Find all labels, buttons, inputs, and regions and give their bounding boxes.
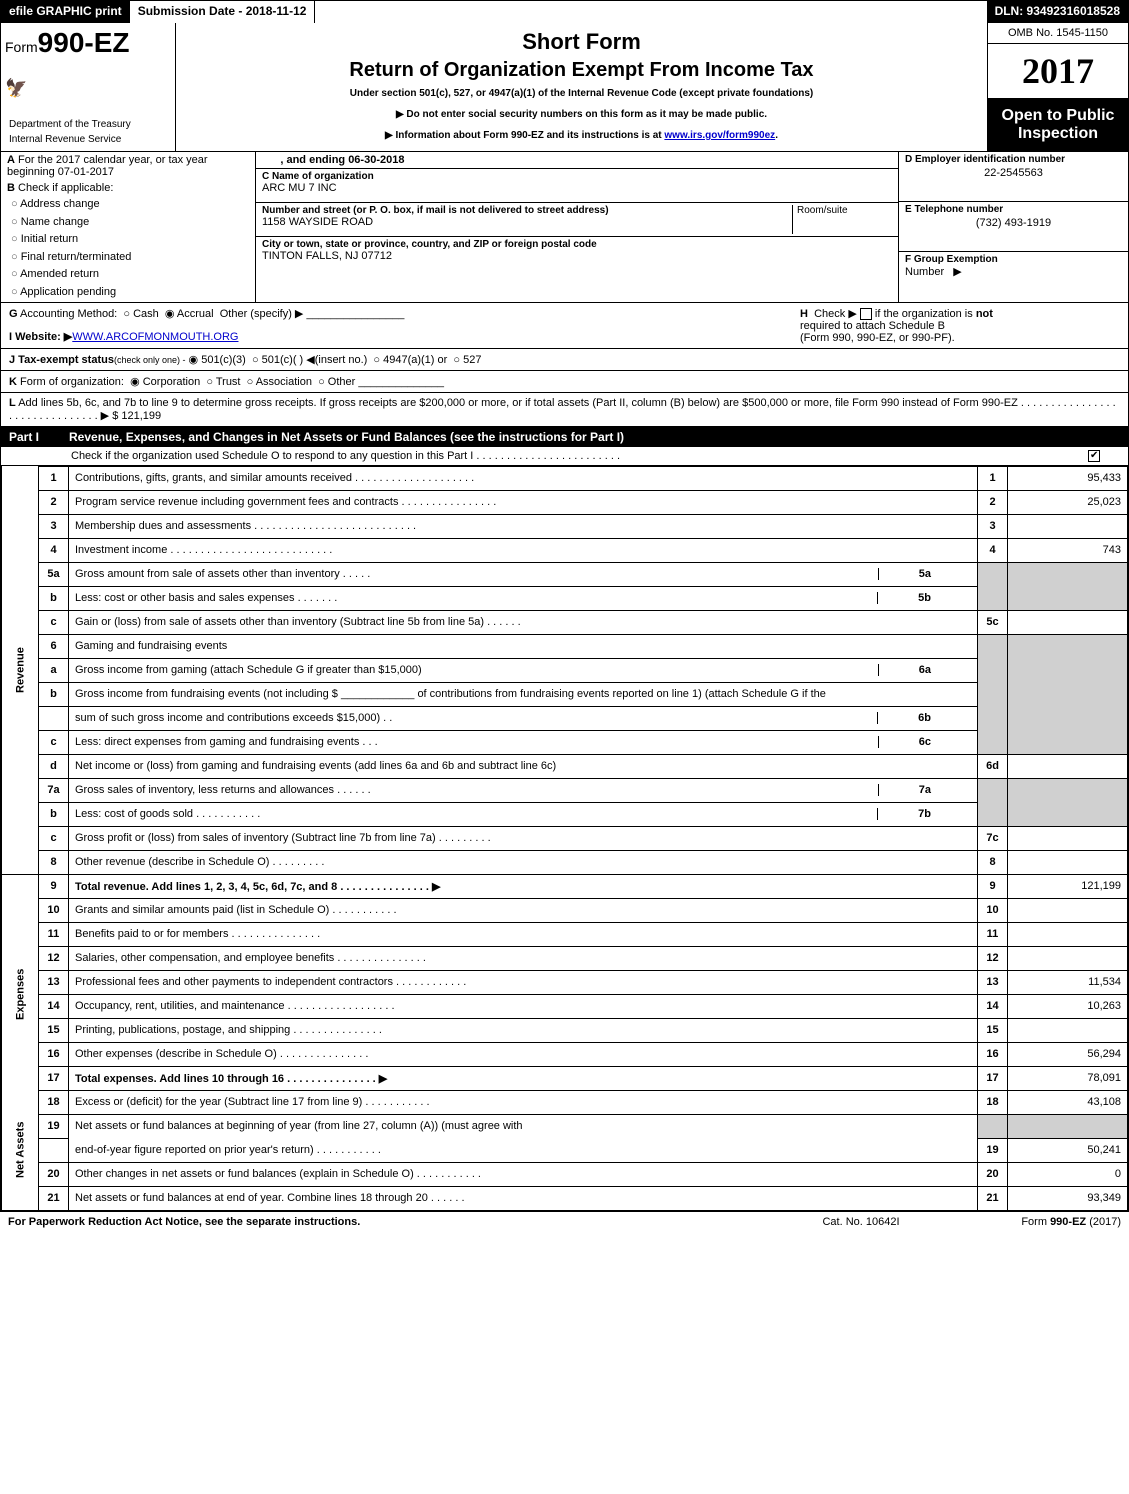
chk-initial-return[interactable]: Initial return [11,231,255,249]
opt-trust[interactable]: Trust [216,376,241,388]
revenue-label: Revenue [2,466,39,874]
street-address: 1158 WAYSIDE ROAD [262,216,792,228]
subtitle: Under section 501(c), 527, or 4947(a)(1)… [186,88,977,99]
opt-501c[interactable]: 501(c)( ) ◀(insert no.) [262,354,368,366]
opt-corporation[interactable]: Corporation [143,376,200,388]
section-k: K Form of organization: ◉ Corporation ○ … [1,371,1128,393]
line-4-amt: 743 [1008,538,1128,562]
line-2-amt: 25,023 [1008,490,1128,514]
header-left: Form990-EZ 🦅 Department of the Treasury … [1,23,176,151]
section-g-h: G Accounting Method: ○ Cash ◉ Accrual Ot… [1,303,1128,349]
opt-accrual[interactable]: Accrual [177,308,214,320]
cat-number: Cat. No. 10642I [761,1216,961,1228]
form-number: 990-EZ [38,27,130,58]
opt-4947[interactable]: 4947(a)(1) or [383,354,447,366]
org-name: ARC MU 7 INC [262,182,892,194]
omb-number: OMB No. 1545-1150 [988,23,1128,44]
line-18-amt: 43,108 [1008,1090,1128,1114]
net-assets-label: Net Assets [2,1090,39,1210]
opt-cash[interactable]: Cash [133,308,159,320]
line-16-amt: 56,294 [1008,1042,1128,1066]
footer: For Paperwork Reduction Act Notice, see … [0,1212,1129,1232]
line-1-desc: Contributions, gifts, grants, and simila… [69,466,978,490]
chk-application-pending[interactable]: Application pending [11,284,255,302]
line-9-amt: 121,199 [1008,874,1128,898]
line-1-amt: 95,433 [1008,466,1128,490]
header-right: OMB No. 1545-1150 2017 Open to Public In… [988,23,1128,151]
checkbox-list: Address change Name change Initial retur… [1,196,255,302]
section-l: L Add lines 5b, 6c, and 7b to line 9 to … [1,393,1128,427]
irs-link[interactable]: www.irs.gov/form990ez [664,130,775,141]
form-ref: Form 990-EZ (2017) [961,1216,1121,1228]
financial-table: Revenue 1Contributions, gifts, grants, a… [1,466,1128,1211]
short-form-title: Short Form [186,29,977,55]
directive-1: ▶ Do not enter social security numbers o… [186,109,977,120]
chk-amended-return[interactable]: Amended return [11,266,255,284]
chk-final-return[interactable]: Final return/terminated [11,249,255,267]
line-14-amt: 10,263 [1008,994,1128,1018]
section-g: G Accounting Method: ○ Cash ◉ Accrual Ot… [9,307,800,344]
open-to-public: Open to Public Inspection [988,99,1128,151]
line-17-amt: 78,091 [1008,1066,1128,1090]
line-20-amt: 0 [1008,1162,1128,1186]
part-1-header: Part I Revenue, Expenses, and Changes in… [1,427,1128,447]
efile-label: efile GRAPHIC print [1,1,130,23]
opt-527[interactable]: 527 [463,354,481,366]
telephone: (732) 493-1919 [905,215,1122,229]
irs: Internal Revenue Service [5,132,171,147]
city-row: City or town, state or province, country… [256,237,898,271]
form-prefix: Form [5,39,38,55]
section-c: pad, and ending 06-30-2018 C Name of org… [256,152,898,302]
section-d: D Employer identification number 22-2545… [899,152,1128,202]
eagle-icon: 🦅 [5,78,171,99]
submission-date: Submission Date - 2018-11-12 [130,1,316,23]
section-d-e-f: D Employer identification number 22-2545… [898,152,1128,302]
header: Form990-EZ 🦅 Department of the Treasury … [1,23,1128,152]
line-21-amt: 93,349 [1008,1186,1128,1210]
city-state-zip: TINTON FALLS, NJ 07712 [262,250,892,262]
form-container: efile GRAPHIC print Submission Date - 20… [0,0,1129,1212]
chk-schedule-b[interactable] [860,308,872,320]
main-title: Return of Organization Exempt From Incom… [186,59,977,82]
dept-treasury: Department of the Treasury [5,117,171,132]
footer-notice: For Paperwork Reduction Act Notice, see … [8,1216,761,1228]
ein: 22-2545563 [905,165,1122,179]
section-e: E Telephone number (732) 493-1919 [899,202,1128,252]
section-a-through-f: A For the 2017 calendar year, or tax yea… [1,152,1128,303]
line-a: A For the 2017 calendar year, or tax yea… [1,152,255,180]
header-mid: Short Form Return of Organization Exempt… [176,23,988,151]
street-row: Number and street (or P. O. box, if mail… [256,203,898,237]
section-j: J Tax-exempt status(check only one) - ◉ … [1,349,1128,371]
part-1-title: Revenue, Expenses, and Changes in Net As… [69,430,1120,444]
line-19-amt: 50,241 [1008,1138,1128,1162]
section-f: F Group Exemption Number ▶ [899,252,1128,301]
opt-other[interactable]: Other (specify) ▶ [220,308,304,320]
section-a-b: A For the 2017 calendar year, or tax yea… [1,152,256,302]
expenses-label: Expenses [2,898,39,1090]
dln: DLN: 93492316018528 [987,1,1128,23]
opt-association[interactable]: Association [256,376,312,388]
part-1-note: Check if the organization used Schedule … [1,447,1128,466]
chk-name-change[interactable]: Name change [11,214,255,232]
section-i: I Website: ▶WWW.ARCOFMONMOUTH.ORG [9,330,800,343]
section-h: H Check ▶ if the organization is not req… [800,307,1120,344]
chk-address-change[interactable]: Address change [11,196,255,214]
tax-year: 2017 [988,44,1128,99]
opt-other-org[interactable]: Other [328,376,356,388]
top-bar: efile GRAPHIC print Submission Date - 20… [1,1,1128,23]
org-name-row: C Name of organization ARC MU 7 INC [256,169,898,203]
website-link[interactable]: WWW.ARCOFMONMOUTH.ORG [72,331,238,343]
line-13-amt: 11,534 [1008,970,1128,994]
room-suite: Room/suite [792,205,892,234]
directive-2: ▶ Information about Form 990-EZ and its … [186,130,977,141]
chk-schedule-o[interactable] [1088,450,1100,462]
line-a-ending: pad, and ending 06-30-2018 [256,152,898,169]
line-b: B Check if applicable: [1,180,255,196]
opt-501c3[interactable]: 501(c)(3) [201,354,246,366]
